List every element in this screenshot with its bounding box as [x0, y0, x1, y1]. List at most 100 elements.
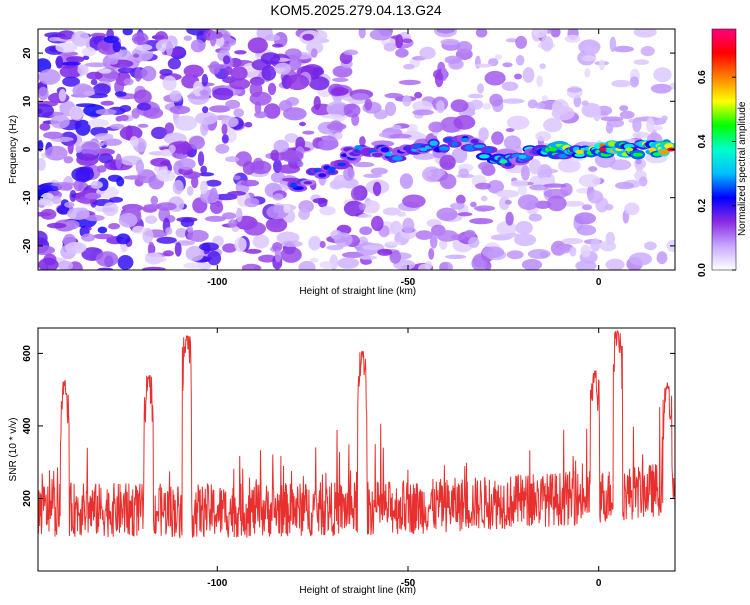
noise-blob — [583, 45, 599, 56]
noise-blob — [151, 126, 168, 140]
signal-blob — [470, 138, 479, 144]
noise-blob — [332, 77, 349, 82]
noise-blob — [272, 242, 283, 252]
noise-blob — [464, 229, 476, 238]
noise-blob — [48, 36, 60, 42]
noise-blob — [93, 233, 114, 240]
x-tick-label: -50 — [401, 277, 416, 288]
noise-blob — [40, 208, 57, 220]
noise-blob — [84, 214, 105, 222]
noise-blob — [96, 165, 107, 173]
noise-blob — [650, 83, 672, 94]
noise-blob — [468, 236, 480, 248]
noise-blob — [363, 173, 382, 178]
noise-blob — [419, 46, 436, 60]
signal-blob — [479, 154, 490, 159]
noise-blob — [527, 249, 551, 259]
noise-blob — [93, 83, 111, 96]
snr-frame — [37, 327, 676, 572]
noise-blob — [532, 29, 548, 38]
noise-blob — [83, 90, 95, 96]
noise-blob — [199, 180, 208, 195]
noise-blob — [440, 38, 460, 46]
noise-blob — [505, 38, 518, 43]
noise-blob — [247, 37, 268, 54]
noise-blob — [58, 89, 67, 102]
noise-blob — [83, 226, 92, 231]
noise-blob — [609, 36, 617, 52]
noise-blob — [326, 122, 347, 131]
noise-blob — [578, 174, 601, 188]
noise-blob — [140, 66, 157, 82]
noise-blob — [501, 98, 525, 104]
noise-blob — [605, 122, 614, 134]
noise-blob — [428, 248, 435, 260]
noise-blob — [453, 115, 476, 130]
noise-blob — [396, 211, 407, 217]
noise-blob — [310, 48, 318, 58]
noise-blob — [496, 189, 519, 198]
noise-blob — [38, 157, 46, 171]
noise-blob — [176, 158, 196, 170]
noise-blob — [249, 81, 263, 98]
noise-blob — [399, 173, 413, 189]
noise-blob — [88, 118, 109, 128]
ridge-peak — [354, 145, 363, 150]
noise-blob — [142, 227, 154, 244]
noise-blob — [142, 266, 166, 270]
noise-blob — [439, 154, 456, 171]
ridge-peak — [575, 149, 584, 154]
ridge-peak — [499, 159, 508, 164]
noise-blob — [183, 64, 204, 78]
noise-blob — [632, 131, 650, 139]
noise-blob — [564, 34, 581, 43]
noise-blob — [428, 121, 445, 133]
signal-blob — [392, 155, 403, 161]
noise-blob — [403, 63, 415, 70]
noise-blob — [65, 241, 87, 254]
noise-blob — [125, 125, 133, 141]
noise-blob — [517, 194, 539, 210]
signal-blob — [318, 173, 327, 178]
noise-blob — [133, 89, 152, 105]
noise-blob — [274, 249, 282, 263]
x-tick-label: -100 — [207, 578, 227, 589]
noise-blob — [156, 170, 176, 182]
noise-blob — [186, 73, 195, 89]
noise-blob — [450, 99, 469, 113]
noise-blob — [414, 91, 423, 99]
noise-blob — [529, 159, 542, 175]
noise-blob — [162, 75, 177, 91]
x-tick-label: 0 — [596, 277, 602, 288]
noise-blob — [319, 206, 336, 216]
noise-blob — [557, 243, 573, 254]
noise-blob — [80, 141, 101, 157]
noise-blob — [122, 29, 133, 36]
noise-blob — [119, 114, 129, 121]
noise-blob — [222, 55, 231, 65]
noise-blob — [539, 63, 546, 70]
signal-blob — [659, 149, 669, 155]
noise-blob — [389, 250, 402, 264]
noise-blob — [167, 57, 181, 70]
noise-blob — [204, 215, 226, 222]
noise-blob — [209, 61, 221, 75]
noise-blob — [64, 201, 75, 208]
noise-blob — [503, 232, 521, 238]
noise-blob — [506, 250, 524, 260]
noise-blob — [44, 145, 68, 161]
noise-blob — [522, 67, 535, 83]
noise-blob — [38, 245, 55, 255]
noise-blob — [254, 111, 268, 119]
noise-blob — [505, 128, 515, 132]
noise-blob — [90, 180, 103, 189]
noise-blob — [550, 29, 561, 38]
noise-blob — [436, 207, 458, 221]
noise-blob — [59, 65, 82, 79]
noise-blob — [169, 105, 191, 115]
noise-blob — [283, 204, 291, 214]
noise-blob — [86, 71, 103, 80]
noise-blob — [156, 236, 177, 244]
x-axis-label: Height of straight line (km) — [299, 286, 416, 297]
noise-blob — [209, 105, 231, 113]
